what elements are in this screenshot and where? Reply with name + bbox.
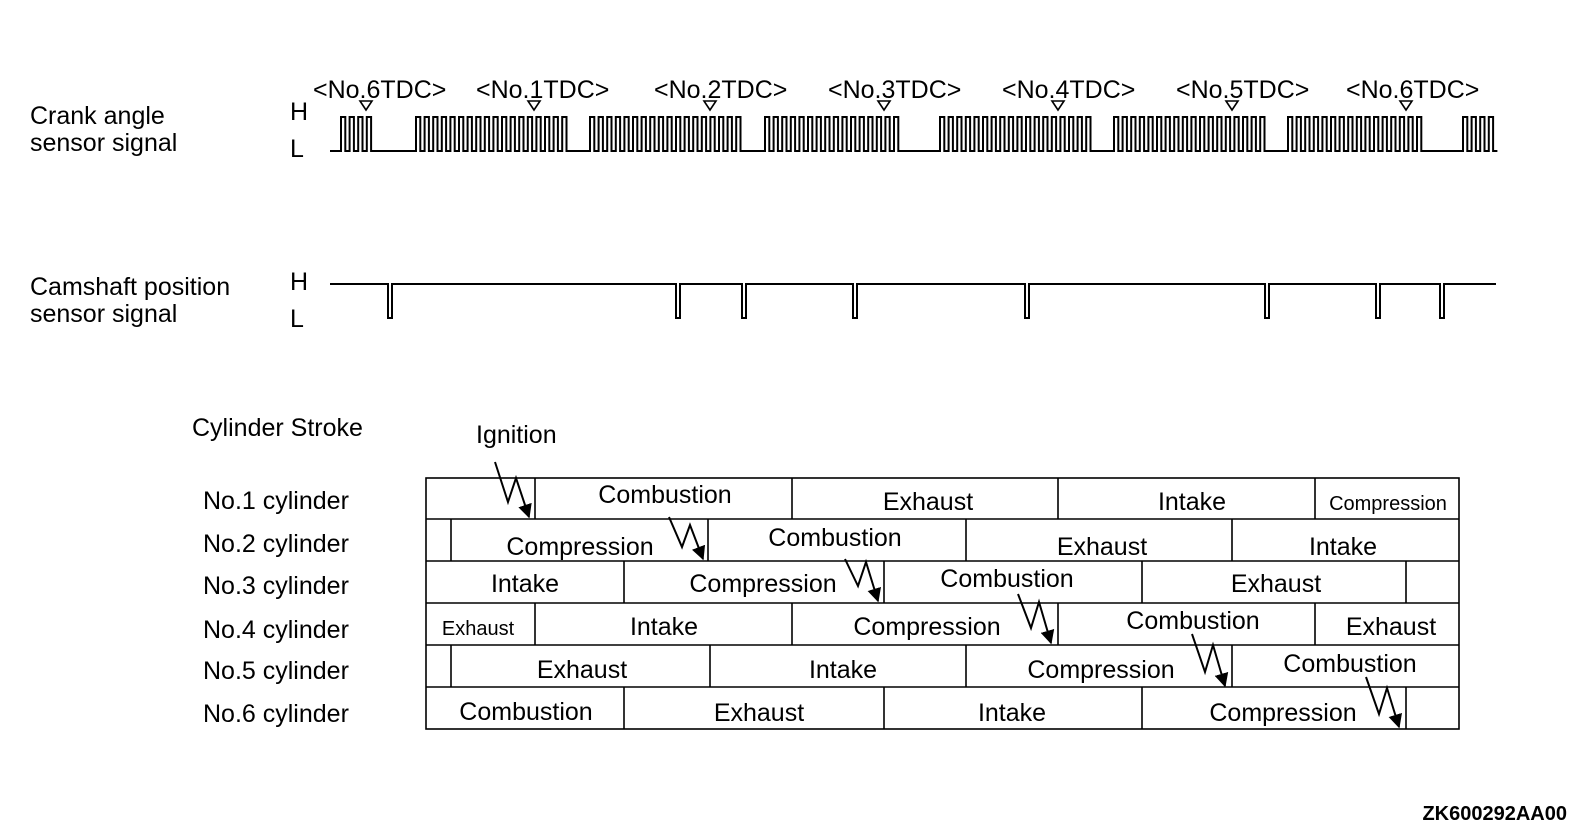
crank-waveform	[330, 116, 1498, 152]
cylinder-label: No.6 cylinder	[203, 700, 349, 728]
stroke-cells: Combustion Exhaust Intake Compression Co…	[442, 481, 1447, 727]
cylinder-label: No.1 cylinder	[203, 487, 349, 515]
stroke-cell: Exhaust	[1057, 533, 1147, 561]
stroke-cell: Compression	[853, 613, 1000, 641]
tdc-triangle-icon	[702, 100, 718, 112]
stroke-cell: Combustion	[1126, 607, 1259, 635]
stroke-cell: Intake	[491, 570, 559, 598]
crank-signal-label-line1: Crank angle	[30, 102, 165, 130]
cam-high-label: H	[290, 268, 308, 296]
tdc-triangle-icon	[1398, 100, 1414, 112]
stroke-cell: Intake	[1309, 533, 1377, 561]
figure-code: ZK600292AA00	[1422, 803, 1567, 825]
stroke-table-grid	[425, 477, 1460, 730]
stroke-cell: Compression	[1027, 656, 1174, 684]
cam-signal-label-line2: sensor signal	[30, 300, 177, 328]
stroke-cell: Exhaust	[1231, 570, 1321, 598]
stroke-cell: Combustion	[1283, 650, 1416, 678]
tdc-marker-label: <No.1TDC>	[476, 76, 609, 104]
stroke-cell: Exhaust	[883, 488, 973, 516]
ignition-spark-icon	[494, 461, 532, 519]
cam-signal-label-line1: Camshaft position	[30, 273, 230, 301]
stroke-cell: Combustion	[459, 698, 592, 726]
stroke-cell: Combustion	[598, 481, 731, 509]
tdc-marker-label: <No.5TDC>	[1176, 76, 1309, 104]
cam-low-label: L	[290, 305, 304, 333]
tdc-triangle-icon	[876, 100, 892, 112]
stroke-cell: Exhaust	[537, 656, 627, 684]
tdc-marker-label: <No.6TDC>	[1346, 76, 1479, 104]
tdc-markers: <No.6TDC> <No.1TDC> <No.2TDC> <No.3TDC> …	[313, 76, 1479, 112]
ignition-spark-icon	[1191, 633, 1229, 688]
stroke-cell: Combustion	[940, 565, 1073, 593]
ignition-spark-icon	[668, 516, 706, 561]
stroke-cell: Exhaust	[442, 618, 515, 640]
tdc-triangle-icon	[526, 100, 542, 112]
cylinder-labels: No.1 cylinder No.2 cylinder No.3 cylinde…	[203, 487, 349, 728]
ignition-spark-icon	[1017, 593, 1055, 645]
ignition-spark-icon	[1365, 676, 1402, 729]
ignition-spark-icon	[844, 558, 881, 603]
cam-waveform	[330, 283, 1496, 319]
tdc-triangle-icon	[1224, 100, 1240, 112]
stroke-cell: Intake	[978, 699, 1046, 727]
ignition-label: Ignition	[476, 421, 557, 449]
cylinder-label: No.4 cylinder	[203, 616, 349, 644]
stroke-cell: Exhaust	[1346, 613, 1436, 641]
cylinder-label: No.3 cylinder	[203, 572, 349, 600]
tdc-marker-label: <No.4TDC>	[1002, 76, 1135, 104]
stroke-cell: Compression	[1329, 493, 1447, 515]
tdc-triangle-icon	[358, 100, 374, 112]
crank-low-label: L	[290, 135, 304, 163]
stroke-cell: Intake	[630, 613, 698, 641]
stroke-cell: Compression	[506, 533, 653, 561]
cylinder-stroke-title: Cylinder Stroke	[192, 414, 363, 442]
crank-high-label: H	[290, 98, 308, 126]
cylinder-label: No.5 cylinder	[203, 657, 349, 685]
stroke-cell: Intake	[809, 656, 877, 684]
stroke-cell: Combustion	[768, 524, 901, 552]
tdc-marker-label: <No.3TDC>	[828, 76, 961, 104]
tdc-triangle-icon	[1050, 100, 1066, 112]
stroke-cell: Exhaust	[714, 699, 804, 727]
tdc-marker-label: <No.6TDC>	[313, 76, 446, 104]
cylinder-label: No.2 cylinder	[203, 530, 349, 558]
stroke-cell: Intake	[1158, 488, 1226, 516]
tdc-marker-label: <No.2TDC>	[654, 76, 787, 104]
crank-signal-label-line2: sensor signal	[30, 129, 177, 157]
ignition-arrows	[494, 461, 1402, 729]
stroke-cell: Compression	[1209, 699, 1356, 727]
stroke-cell: Compression	[689, 570, 836, 598]
